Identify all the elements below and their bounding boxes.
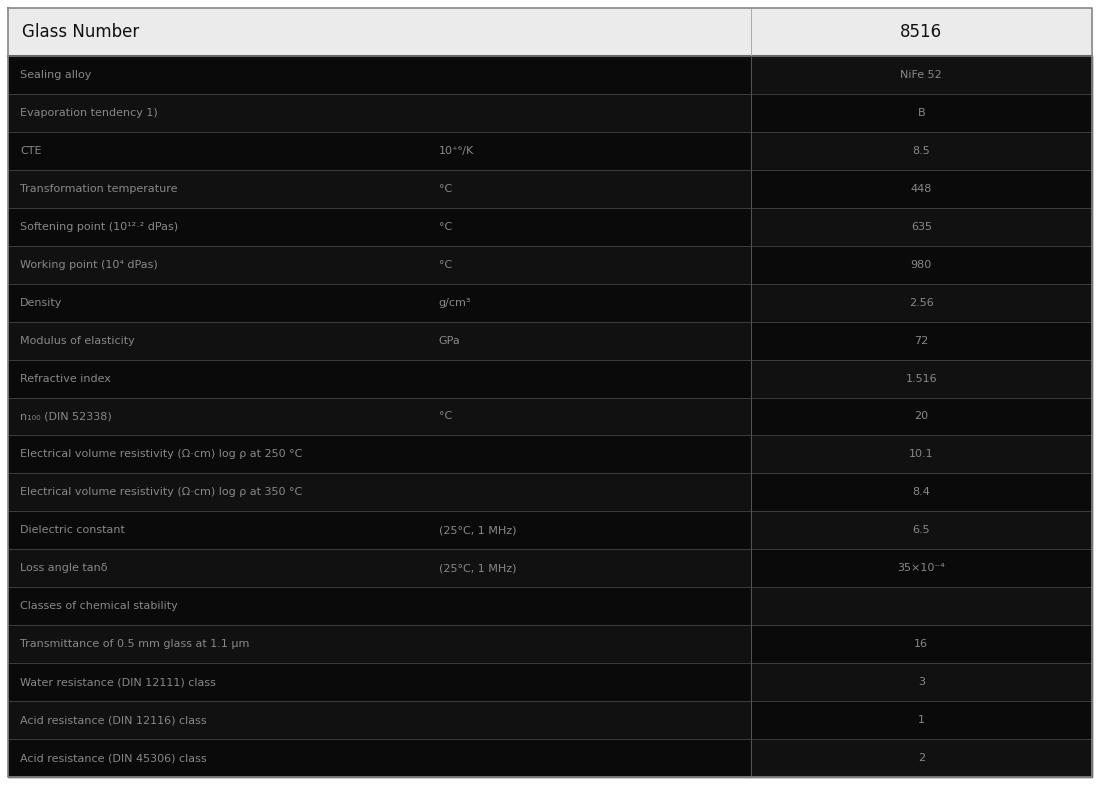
Text: Softening point (10¹²·² dPas): Softening point (10¹²·² dPas): [20, 222, 178, 232]
Text: Working point (10⁴ dPas): Working point (10⁴ dPas): [20, 260, 157, 270]
Text: GPa: GPa: [439, 336, 461, 345]
Bar: [8, 663, 750, 701]
Bar: [8, 550, 750, 587]
Text: g/cm³: g/cm³: [439, 298, 471, 308]
Text: Refractive index: Refractive index: [20, 374, 111, 384]
Text: °C: °C: [439, 184, 452, 194]
Text: Acid resistance (DIN 12116) class: Acid resistance (DIN 12116) class: [20, 715, 207, 725]
Bar: [750, 511, 1092, 550]
Text: 35×10⁻⁴: 35×10⁻⁴: [898, 564, 945, 573]
Bar: [750, 436, 1092, 473]
Text: 635: 635: [911, 222, 932, 232]
Text: 8516: 8516: [900, 23, 943, 41]
Text: Water resistance (DIN 12111) class: Water resistance (DIN 12111) class: [20, 677, 216, 687]
Text: Electrical volume resistivity (Ω·cm) log ρ at 350 °C: Electrical volume resistivity (Ω·cm) log…: [20, 487, 302, 498]
Bar: [8, 436, 750, 473]
Bar: [750, 587, 1092, 625]
Text: Density: Density: [20, 298, 63, 308]
Text: 10⁺⁶/K: 10⁺⁶/K: [439, 146, 474, 156]
Bar: [8, 132, 750, 170]
Bar: [750, 283, 1092, 322]
Text: °C: °C: [439, 260, 452, 270]
Text: Dielectric constant: Dielectric constant: [20, 525, 125, 535]
Text: 8.5: 8.5: [912, 146, 931, 156]
Text: Loss angle tanδ: Loss angle tanδ: [20, 564, 108, 573]
Text: 6.5: 6.5: [913, 525, 931, 535]
Text: Modulus of elasticity: Modulus of elasticity: [20, 336, 134, 345]
Text: (25°C, 1 MHz): (25°C, 1 MHz): [439, 564, 516, 573]
Bar: [8, 625, 750, 663]
Text: (25°C, 1 MHz): (25°C, 1 MHz): [439, 525, 516, 535]
Bar: [750, 322, 1092, 360]
Bar: [8, 473, 750, 511]
Text: 1: 1: [917, 715, 925, 725]
Bar: [750, 246, 1092, 283]
Bar: [8, 322, 750, 360]
Text: Classes of chemical stability: Classes of chemical stability: [20, 601, 178, 612]
Text: 2.56: 2.56: [909, 298, 934, 308]
Text: Transmittance of 0.5 mm glass at 1.1 μm: Transmittance of 0.5 mm glass at 1.1 μm: [20, 639, 250, 649]
Bar: [750, 625, 1092, 663]
Text: 20: 20: [914, 411, 928, 422]
Text: Glass Number: Glass Number: [22, 23, 140, 41]
Text: 16: 16: [914, 639, 928, 649]
Bar: [750, 739, 1092, 777]
Text: °C: °C: [439, 411, 452, 422]
Text: Transformation temperature: Transformation temperature: [20, 184, 177, 194]
Text: 72: 72: [914, 336, 928, 345]
Bar: [8, 701, 750, 739]
Bar: [750, 94, 1092, 132]
Text: Acid resistance (DIN 45306) class: Acid resistance (DIN 45306) class: [20, 753, 207, 763]
Text: B: B: [917, 108, 925, 118]
Text: Sealing alloy: Sealing alloy: [20, 70, 91, 80]
Bar: [8, 94, 750, 132]
Bar: [8, 246, 750, 283]
Text: 1.516: 1.516: [905, 374, 937, 384]
Text: Evaporation tendency 1): Evaporation tendency 1): [20, 108, 157, 118]
Bar: [8, 8, 1092, 56]
Bar: [750, 132, 1092, 170]
Bar: [750, 360, 1092, 397]
Bar: [8, 739, 750, 777]
Text: 8.4: 8.4: [912, 487, 931, 498]
Text: °C: °C: [439, 222, 452, 232]
Text: 980: 980: [911, 260, 932, 270]
Bar: [750, 397, 1092, 436]
Text: Electrical volume resistivity (Ω·cm) log ρ at 250 °C: Electrical volume resistivity (Ω·cm) log…: [20, 450, 302, 459]
Text: n₁₀₀ (DIN 52338): n₁₀₀ (DIN 52338): [20, 411, 112, 422]
Bar: [750, 56, 1092, 94]
Bar: [750, 701, 1092, 739]
Bar: [8, 170, 750, 208]
Text: 2: 2: [917, 753, 925, 763]
Bar: [8, 208, 750, 246]
Bar: [750, 473, 1092, 511]
Text: CTE: CTE: [20, 146, 42, 156]
Text: NiFe 52: NiFe 52: [901, 70, 942, 80]
Bar: [750, 170, 1092, 208]
Bar: [750, 663, 1092, 701]
Bar: [8, 283, 750, 322]
Bar: [8, 511, 750, 550]
Bar: [8, 360, 750, 397]
Text: 448: 448: [911, 184, 932, 194]
Text: 10.1: 10.1: [909, 450, 934, 459]
Bar: [750, 208, 1092, 246]
Bar: [750, 550, 1092, 587]
Bar: [8, 397, 750, 436]
Text: 3: 3: [917, 677, 925, 687]
Bar: [8, 587, 750, 625]
Bar: [8, 56, 750, 94]
